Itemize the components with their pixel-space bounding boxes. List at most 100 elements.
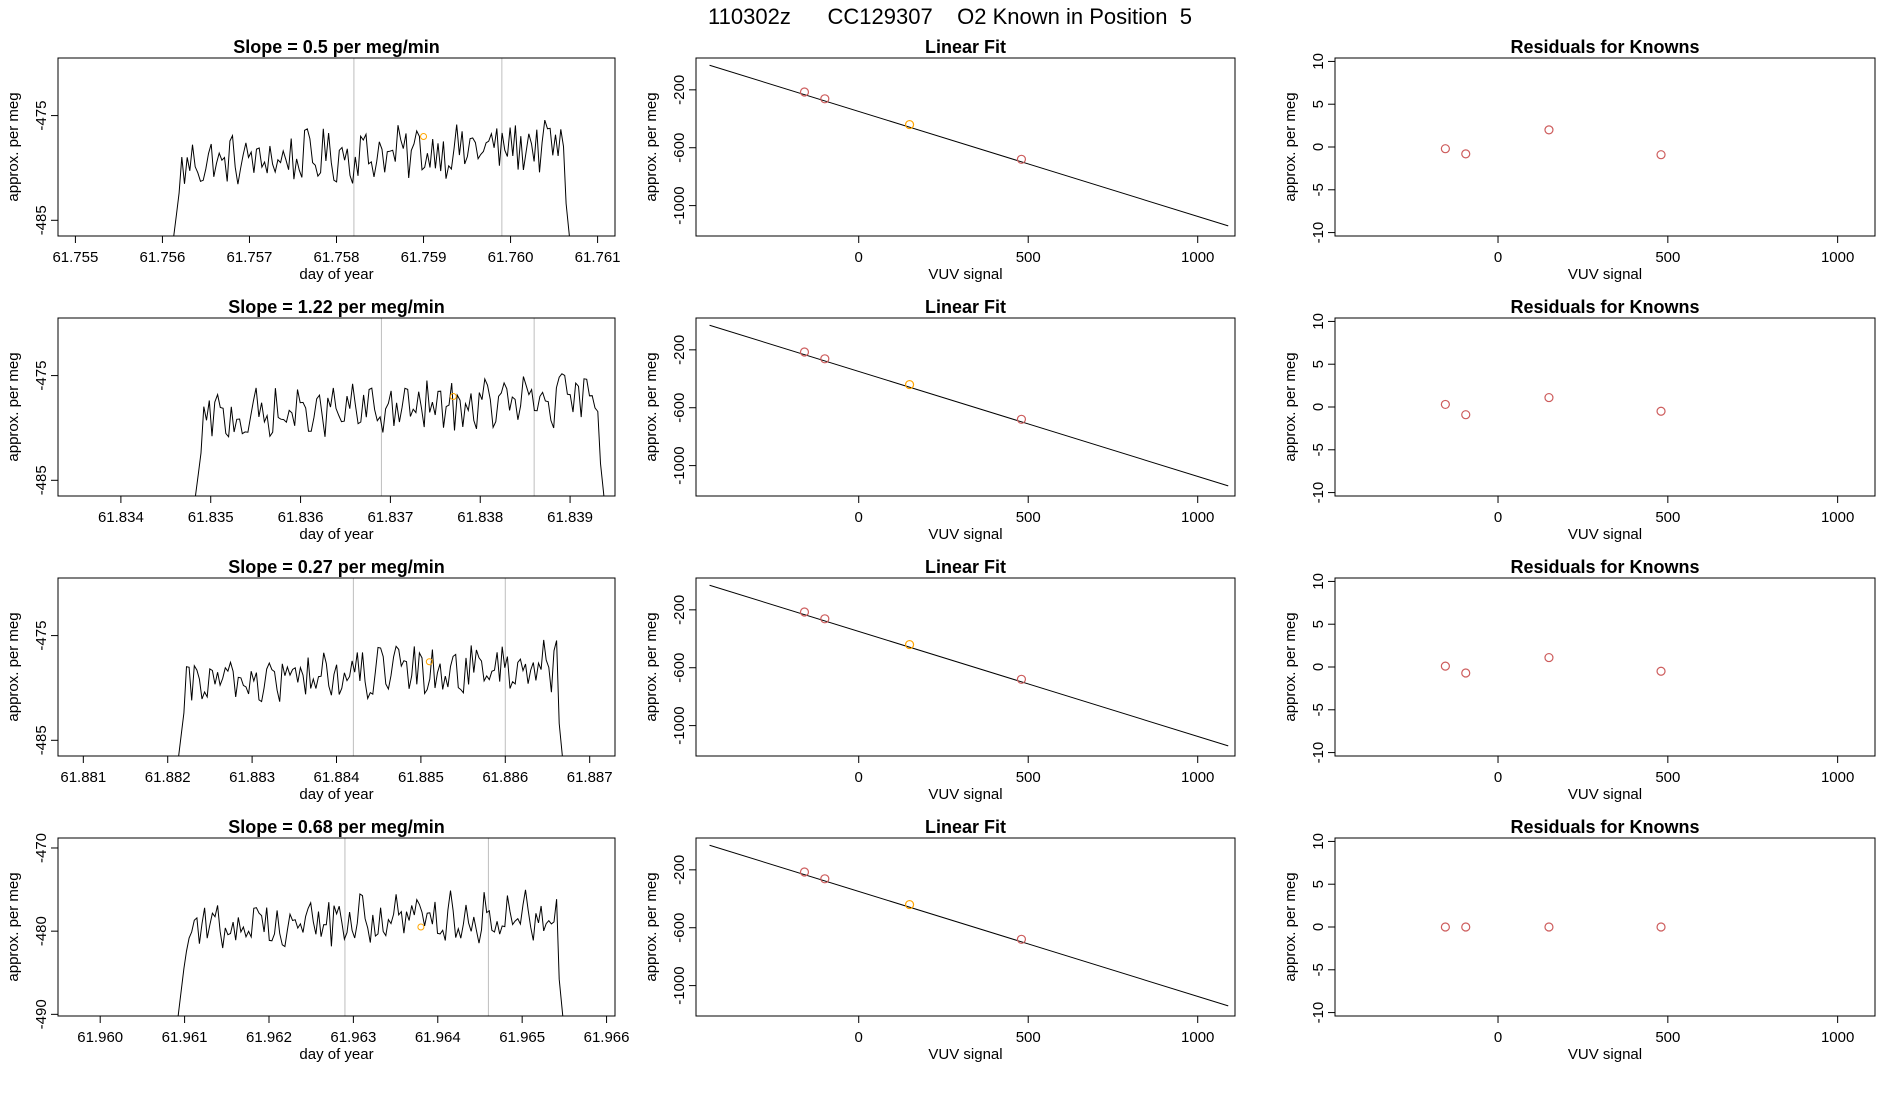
panel-r2-c2-xtick-label-2: 1000 (1181, 509, 1214, 526)
panel-r2-c2-ylabel: approx. per meg (643, 352, 660, 461)
panel-r2-c2-xtick-label-0: 0 (855, 509, 863, 526)
panel-r2-c3-xtick-label-1: 500 (1655, 509, 1680, 526)
panel-r4-c1-xtick-label-6: 61.966 (584, 1029, 630, 1046)
panel-r1-c2-xtick-label-0: 0 (855, 249, 863, 266)
panel-r3-c3-xlabel: VUV signal (1568, 786, 1642, 803)
panel-r3-c3-ylabel: approx. per meg (1282, 612, 1299, 721)
panel-r1-c3-frame (1334, 57, 1876, 237)
panel-r3-c2-fit-line (709, 584, 1229, 747)
panel-r3-c2-xtick-label-2: 1000 (1181, 769, 1214, 786)
panel-r1-c2-title: Linear Fit (925, 37, 1006, 57)
panel-r4-c2-frame (695, 837, 1236, 1017)
panel-r1-c2-ytick-label-1: -600 (671, 133, 688, 163)
panel-r4-c1-xtick-label-4: 61.964 (415, 1029, 461, 1046)
panel-r4-c3-point-2 (1544, 922, 1554, 932)
panel-r4-c1-sample-marker (417, 923, 425, 931)
panel-r1-c1-title: Slope = 0.5 per meg/min (233, 37, 440, 57)
panel-r2-c3-xtick-label-0: 0 (1494, 509, 1502, 526)
panel-r1-c3-xtick-label-0: 0 (1494, 249, 1502, 266)
panel-r1-c1-sample-marker (420, 133, 428, 141)
panel-r1-c1-ytick-label-0: -475 (33, 101, 50, 131)
panel-r2-c2-point-3 (1016, 414, 1027, 424)
panel-r3-c1-sample-marker (425, 658, 433, 666)
panel-r1-c2-frame (695, 57, 1236, 237)
panel-r2-c2: Linear Fit 0 500 1000 -200 -600 -1000 VUV signa… (643, 297, 1236, 543)
panel-r3-c2: Linear Fit 0 500 1000 -200 -600 -1000 VUV signa… (643, 557, 1236, 803)
panel-r3-c3-xtick-label-2: 1000 (1821, 769, 1854, 786)
panel-r4-c1-xtick-label-3: 61.963 (330, 1029, 376, 1046)
panel-r3-c2-ytick-label-1: -600 (671, 653, 688, 683)
panel-r3-c1-frame (57, 577, 616, 757)
panel-r2-c1-xlabel: day of year (299, 526, 373, 543)
panel-r4-c3-ytick-label-0: -10 (1310, 1002, 1327, 1024)
panel-r1-c3-xlabel: VUV signal (1568, 266, 1642, 283)
panel-r2-c2-ytick-label-1: -600 (671, 393, 688, 423)
panel-r4-c2-ytick-label-2: -1000 (671, 966, 688, 1004)
panel-r2-c3-point-2 (1544, 392, 1554, 403)
panel-r1-c2-content (709, 64, 1229, 227)
panel-r3-c1-xtick-label-2: 61.883 (229, 769, 275, 786)
panel-r4-c1-xtick-label-1: 61.961 (162, 1029, 208, 1046)
panel-r4-c3-ytick-label-3: 5 (1310, 880, 1327, 888)
panel-r4-c3-point-0 (1440, 922, 1450, 932)
panel-r2-c1-xtick-label-5: 61.839 (547, 509, 593, 526)
panel-r4-c2-point-3 (1016, 934, 1027, 944)
panel-r3-c1-xtick-label-4: 61.885 (398, 769, 444, 786)
panel-r1-c3: Residuals for Knowns 0 500 1000 -10 -5 0 5 10 VUV… (1282, 37, 1876, 283)
panel-r4-c2-point-2 (904, 899, 915, 910)
panel-r1-c2: Linear Fit 0 500 1000 -200 -600 -1000 VUV signa… (643, 37, 1236, 283)
panel-r2-c3-title: Residuals for Knowns (1510, 297, 1699, 317)
panel-r1-c3-point-3 (1656, 150, 1666, 160)
panel-r4-c1-ytick-label-1: -480 (33, 916, 50, 946)
panel-r3-c3-ytick-label-2: 0 (1310, 663, 1327, 671)
panel-r1-c1-content (173, 58, 570, 236)
panel-r2-c1-title: Slope = 1.22 per meg/min (228, 297, 445, 317)
panel-r4-c1-ytick-label-2: -490 (33, 999, 50, 1029)
panel-r4-c2-xtick-label-2: 1000 (1181, 1029, 1214, 1046)
panel-r2-c2-title: Linear Fit (925, 297, 1006, 317)
panel-r3-c3-ytick-label-1: -5 (1310, 703, 1327, 716)
panel-r4-c3-content (1440, 922, 1666, 932)
panel-r4-c3-ytick-label-1: -5 (1310, 963, 1327, 976)
panel-r2-c2-ytick-label-0: -200 (671, 335, 688, 365)
panel-r1-c3-xtick-label-1: 500 (1655, 249, 1680, 266)
panel-r3-c3-point-1 (1461, 668, 1471, 678)
panel-r3-c2-ytick-label-0: -200 (671, 595, 688, 625)
panel-r2-c1: Slope = 1.22 per meg/min 61.834 61.835 61.8… (5, 297, 616, 543)
panel-r1-c2-point-2 (904, 119, 915, 130)
panel-r4-c3-frame (1334, 837, 1876, 1017)
panel-r2-c1-frame (57, 317, 616, 497)
panel-r3-c1-ytick-label-1: -485 (33, 725, 50, 755)
panel-r1-c3-ytick-label-3: 5 (1310, 100, 1327, 108)
panel-r1-c2-fit-line (709, 64, 1229, 227)
panel-r1-c3-point-1 (1461, 149, 1471, 159)
panel-r3-c1-xtick-label-6: 61.887 (567, 769, 613, 786)
panel-r1-c3-xtick-label-2: 1000 (1821, 249, 1854, 266)
panel-r4-c1-xlabel: day of year (299, 1046, 373, 1063)
panel-r1-c3-content (1440, 125, 1666, 160)
panel-r4-c3-ylabel: approx. per meg (1282, 872, 1299, 981)
panel-r4-c2-xtick-label-0: 0 (855, 1029, 863, 1046)
panel-r4-c1-trace (177, 889, 564, 1016)
panel-r3-c2-ylabel: approx. per meg (643, 612, 660, 721)
panel-r1-c2-xtick-label-2: 1000 (1181, 249, 1214, 266)
panel-r1-c3-title: Residuals for Knowns (1510, 37, 1699, 57)
panel-r1-c1-frame (57, 57, 616, 237)
panel-r4-c2-point-1 (820, 874, 830, 884)
panel-r3-c1-title: Slope = 0.27 per meg/min (228, 557, 445, 577)
panel-r2-c1-content (194, 318, 605, 496)
panel-r3-c3-ytick-label-4: 10 (1310, 573, 1327, 590)
panel-r4-c3-ytick-label-2: 0 (1310, 923, 1327, 931)
panel-r1-c1-xlabel: day of year (299, 266, 373, 283)
panel-r3-c3: Residuals for Knowns 0 500 1000 -10 -5 0 5 10 VUV… (1282, 557, 1876, 803)
panel-r2-c2-point-0 (799, 347, 810, 357)
page-title: 110302z CC129307 O2 Known in Position 5 (708, 4, 1192, 29)
panel-r3-c2-point-3 (1016, 674, 1027, 684)
panel-r4-c3-title: Residuals for Knowns (1510, 817, 1699, 837)
panel-r1-c1-ylabel: approx. per meg (5, 92, 22, 201)
panel-r1-c2-xlabel: VUV signal (928, 266, 1002, 283)
panel-r2-c2-frame (695, 317, 1236, 497)
panel-r2-c3: Residuals for Knowns 0 500 1000 -10 -5 0 5 10 VUV… (1282, 297, 1876, 543)
panel-r3-c2-point-1 (820, 614, 830, 624)
